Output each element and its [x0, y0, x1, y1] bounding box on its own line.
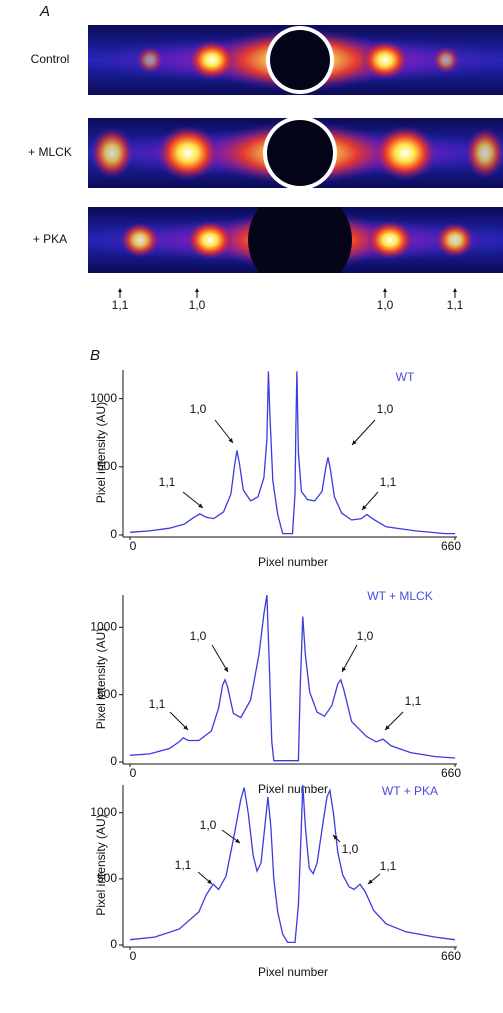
peak-arrowhead: [342, 667, 347, 672]
peak-arrowhead: [228, 438, 233, 443]
peak-label: 1,1: [405, 694, 422, 708]
reflection: [90, 127, 134, 179]
y-tick-label: 0: [110, 937, 117, 951]
peak-arrow: [214, 419, 234, 444]
diffraction-image: [88, 207, 503, 273]
row-label: + PKA: [33, 232, 67, 246]
peak-label: 1,0: [377, 402, 394, 416]
y-tick-label: 1000: [90, 619, 117, 633]
diffraction-image: [88, 118, 503, 188]
peak-arrowhead: [368, 879, 373, 884]
y-tick-label: 500: [97, 687, 117, 701]
peak-label: 1,1: [175, 858, 192, 872]
row-label: + MLCK: [28, 145, 72, 159]
reflection: [156, 125, 220, 181]
reflection: [361, 40, 409, 80]
marker-arrowhead: [383, 288, 387, 292]
peak-arrowhead: [333, 835, 338, 840]
peak-arrowhead: [362, 505, 367, 510]
diffraction-image: [88, 25, 503, 95]
peak-label: 1,0: [190, 402, 207, 416]
peak-arrowhead: [198, 503, 203, 508]
reflection: [120, 222, 160, 258]
y-axis-label: Pixel intensity (AU): [94, 814, 108, 915]
reflection: [373, 125, 437, 181]
peak-label: 1,1: [380, 475, 397, 489]
reflection: [366, 220, 414, 260]
y-tick-label: 0: [110, 754, 117, 768]
peak-arrowhead: [207, 879, 212, 884]
peak-label: 1,0: [342, 842, 359, 856]
marker-label: 1,1: [112, 298, 129, 312]
chart-title: WT + MLCK: [367, 589, 432, 603]
reflection: [186, 220, 234, 260]
peak-arrowhead: [223, 667, 228, 672]
intensity-line: [129, 594, 456, 762]
beamstop: [270, 30, 330, 90]
y-tick-label: 0: [110, 527, 117, 541]
chart-title: WT: [396, 370, 415, 384]
marker-label: 1,0: [377, 298, 394, 312]
reflection: [136, 46, 164, 74]
panel-label: A: [39, 3, 50, 20]
peak-label: 1,0: [357, 629, 374, 643]
marker-arrowhead: [453, 288, 457, 292]
reflection: [435, 222, 475, 258]
x-axis-label: Pixel number: [258, 965, 328, 979]
peak-arrowhead: [235, 838, 240, 843]
peak-label: 1,0: [190, 629, 207, 643]
x-tick-label: 0: [130, 766, 137, 780]
peak-label: 1,0: [200, 818, 217, 832]
y-tick-label: 1000: [90, 391, 117, 405]
reflection: [188, 40, 236, 80]
marker-arrowhead: [118, 288, 122, 292]
beamstop: [267, 120, 333, 186]
x-tick-label: 660: [441, 949, 461, 963]
peak-arrowhead: [183, 725, 188, 730]
row-label: Control: [31, 52, 70, 66]
y-tick-label: 500: [97, 871, 117, 885]
x-axis-label: Pixel number: [258, 555, 328, 569]
panel-label: B: [90, 347, 100, 364]
y-tick-label: 1000: [90, 805, 117, 819]
x-axis-label: Pixel number: [258, 782, 328, 796]
y-tick-label: 500: [97, 459, 117, 473]
peak-arrow: [211, 644, 229, 673]
marker-label: 1,0: [189, 298, 206, 312]
marker-arrowhead: [195, 288, 199, 292]
peak-arrowhead: [352, 440, 357, 445]
peak-label: 1,1: [159, 475, 176, 489]
chart-title: WT + PKA: [382, 784, 438, 798]
x-tick-label: 0: [130, 539, 137, 553]
x-tick-label: 660: [441, 539, 461, 553]
peak-label: 1,1: [149, 697, 166, 711]
peak-label: 1,1: [380, 859, 397, 873]
y-axis-label: Pixel intensity (AU): [94, 402, 108, 503]
reflection: [465, 127, 503, 179]
intensity-line: [129, 371, 455, 535]
reflection: [432, 46, 460, 74]
y-axis-label: Pixel intensity (AU): [94, 628, 108, 729]
peak-arrowhead: [385, 725, 390, 730]
x-tick-label: 660: [441, 766, 461, 780]
intensity-line: [129, 784, 456, 944]
beamstop: [248, 207, 352, 273]
marker-label: 1,1: [447, 298, 464, 312]
peak-arrow: [341, 644, 358, 673]
peak-arrow: [351, 419, 376, 446]
x-tick-label: 0: [130, 949, 137, 963]
